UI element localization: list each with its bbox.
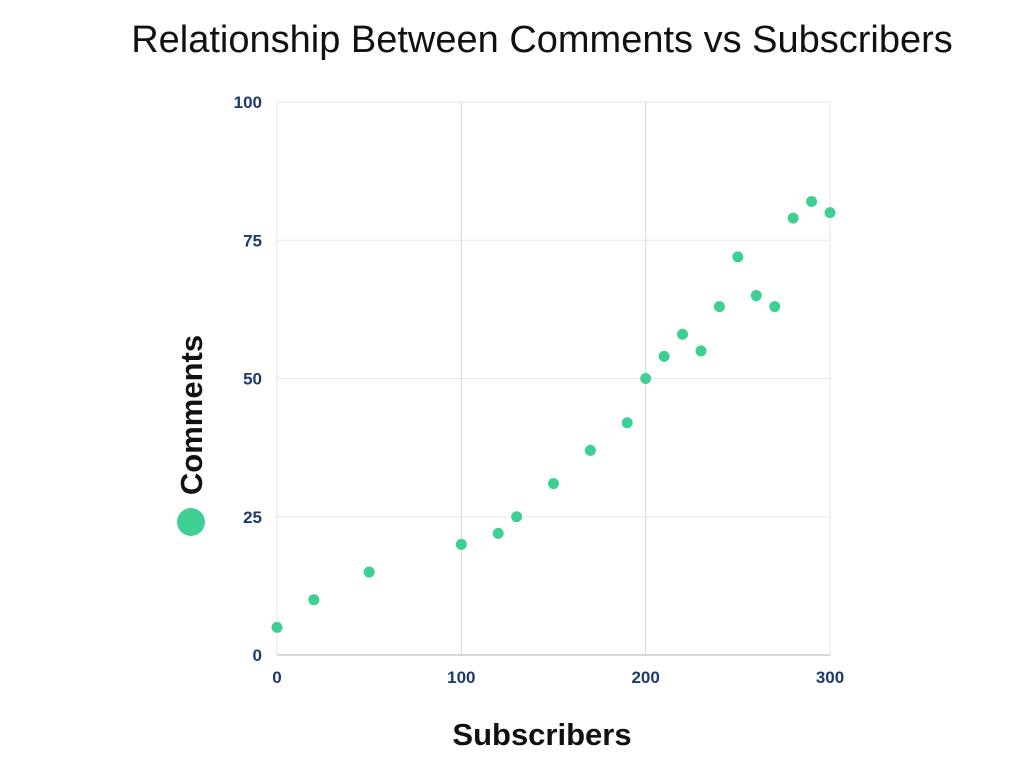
scatter-point: [806, 196, 818, 208]
data-points: [271, 196, 836, 633]
scatter-point: [769, 301, 781, 313]
grid: [277, 101, 831, 655]
scatter-point: [455, 538, 467, 550]
scatter-point: [492, 527, 504, 539]
x-tick-labels: 0 100 200 300: [272, 668, 844, 687]
scatter-point: [787, 212, 799, 224]
scatter-point: [271, 621, 283, 633]
scatter-point: [750, 290, 762, 302]
scatter-point: [713, 301, 725, 313]
y-tick-label: 75: [243, 231, 262, 250]
scatter-point: [732, 251, 744, 263]
y-tick-label: 50: [243, 370, 262, 389]
x-axis-title: Subscribers: [452, 717, 631, 752]
x-tick-label: 300: [816, 668, 844, 687]
legend-marker: [177, 508, 205, 536]
scatter-point: [548, 478, 559, 490]
chart-title: Relationship Between Comments vs Subscri…: [131, 19, 953, 61]
axes: [276, 102, 830, 656]
scatter-point: [621, 417, 633, 429]
legend: Comments: [174, 335, 209, 536]
scatter-point: [824, 207, 836, 219]
x-tick-label: 0: [272, 668, 281, 687]
y-tick-label: 100: [234, 93, 262, 112]
y-tick-label: 25: [243, 508, 262, 527]
y-tick-label: 0: [253, 646, 262, 665]
y-tick-labels: 0 25 50 75 100: [234, 93, 262, 665]
scatter-point: [695, 345, 707, 357]
scatter-point: [308, 594, 320, 606]
scatter-point: [658, 350, 670, 362]
legend-label: Comments: [174, 335, 209, 495]
scatter-point: [677, 328, 689, 340]
x-tick-label: 200: [631, 668, 659, 687]
x-tick-label: 100: [447, 668, 475, 687]
scatter-point: [363, 566, 375, 578]
scatter-point: [640, 373, 652, 384]
scatter-point: [584, 444, 596, 456]
scatter-point: [511, 511, 523, 523]
